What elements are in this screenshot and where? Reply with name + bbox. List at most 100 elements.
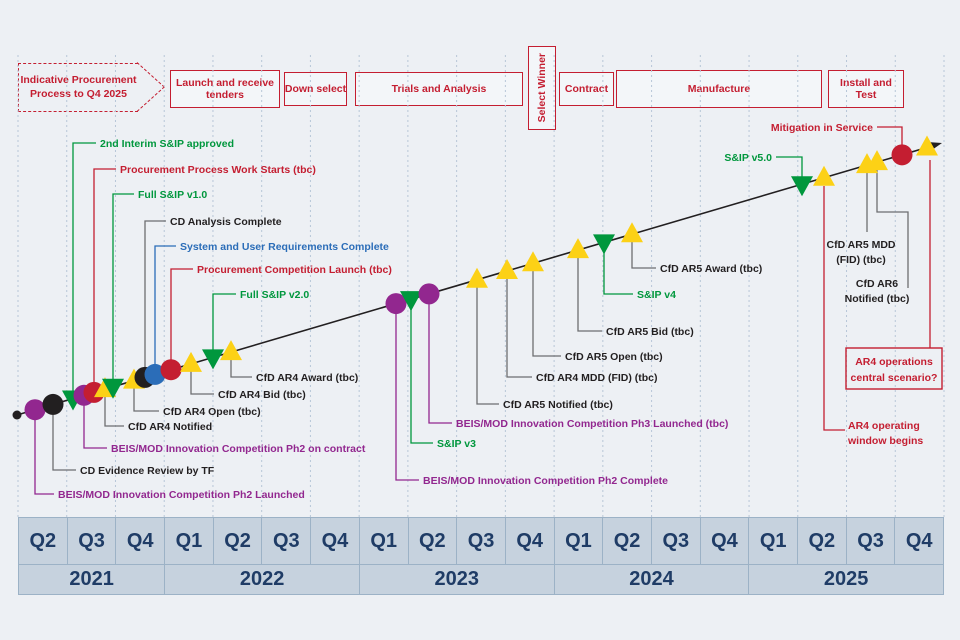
axis-quarter-cell: Q2 (798, 518, 847, 564)
milestone-label: BEIS/MOD Innovation Competition Ph3 Laun… (456, 418, 728, 430)
timeline-start-dot (12, 410, 22, 420)
axis-year-cell: 2024 (555, 565, 750, 594)
milestone-marker-circle (24, 399, 46, 421)
milestone-marker-triangle-up (813, 165, 835, 186)
milestone-label: AR4 operating window begins (847, 420, 923, 447)
axis-quarter-cell: Q3 (262, 518, 312, 564)
stage-trials-and-analysis: Trials and Analysis (355, 72, 523, 106)
milestone-label: CfD AR5 MDD (FID) (tbc) (826, 239, 895, 266)
axis-quarter-cell: Q1 (555, 518, 604, 564)
axis-year-row: 2021 2022 2023 2024 2025 (18, 564, 944, 595)
axis-quarter-cell: Q1 (165, 518, 214, 564)
milestone-marker-circle (418, 283, 440, 305)
milestone-marker-triangle-up (220, 340, 242, 361)
axis-quarter-cell: Q3 (457, 518, 506, 564)
milestone-connector (93, 168, 116, 393)
milestone-connector (631, 234, 656, 269)
milestone-label: CfD AR5 Notified (tbc) (503, 399, 613, 411)
milestone-connector (170, 268, 193, 370)
milestone-connector (144, 220, 166, 378)
milestone-label: System and User Requirements Complete (180, 241, 389, 253)
axis-quarter-cell: Q1 (360, 518, 409, 564)
milestone-connector (603, 242, 633, 295)
axis-year-cell: 2023 (360, 565, 555, 594)
milestone-label: Procurement Competition Launch (tbc) (197, 264, 392, 276)
milestone-marker-circle (160, 359, 182, 381)
axis-year-cell: 2021 (19, 565, 166, 594)
stage-install-and-test: Install and Test (828, 70, 904, 108)
axis-quarter-cell: Q3 (847, 518, 896, 564)
annotation-box (845, 347, 943, 390)
milestone-connector (428, 293, 452, 424)
axis-quarter-cell: Q4 (116, 518, 166, 564)
axis-quarter-cell: Q4 (905, 529, 933, 552)
milestone-label: CfD AR5 Open (tbc) (565, 351, 663, 363)
milestone-label: S&IP v3 (437, 438, 476, 450)
milestone-marker-triangle-up (916, 135, 938, 156)
milestone-marker-triangle-up (522, 251, 544, 272)
milestone-connector (154, 245, 176, 375)
milestone-label: Full S&IP v2.0 (240, 289, 309, 301)
milestone-label: Full S&IP v1.0 (138, 189, 207, 201)
milestone-label: CfD AR5 Award (tbc) (660, 263, 762, 275)
milestone-connector (230, 352, 252, 378)
axis-quarter-cell: Q4 (311, 518, 360, 564)
milestone-connector (190, 363, 214, 395)
milestone-marker-triangle-down (400, 291, 422, 312)
milestone-connector (476, 279, 499, 405)
axis-year-cell: 2025 (823, 568, 869, 590)
stage-label: Down select (284, 82, 347, 95)
milestone-connector (577, 250, 602, 332)
milestone-connector (506, 270, 532, 378)
milestone-connector (876, 168, 909, 288)
stage-down-select: Down select (284, 72, 347, 106)
milestone-marker-circle (385, 293, 407, 315)
milestone-connector (823, 186, 845, 431)
milestone-label: BEIS/MOD Innovation Competition Ph2 Comp… (423, 475, 668, 487)
milestone-label: 2nd Interim S&IP approved (100, 138, 234, 150)
time-axis: Q2 Q3 Q4 Q1 Q2 Q3 Q4 Q1 Q2 Q3 Q4 Q1 Q2 Q3 Q4 Q1 Q2 Q3 Q4 2… (18, 517, 944, 595)
milestone-marker-triangle-down (791, 176, 813, 197)
milestone-marker-triangle-up (621, 222, 643, 243)
axis-quarter-cell: Q2 (603, 518, 652, 564)
milestone-connector (776, 156, 803, 185)
milestone-label: S&IP v5.0 (724, 152, 772, 164)
axis-quarter-cell: Q3 (652, 518, 701, 564)
milestone-label: CfD AR5 Bid (tbc) (606, 326, 694, 338)
milestone-label: CD Analysis Complete (170, 216, 282, 228)
milestone-connector (34, 409, 54, 495)
axis-quarter-cell: Q2 (409, 518, 458, 564)
axis-quarter-cell: Q4 (506, 518, 555, 564)
stage-select-winner: Select Winner (528, 46, 556, 130)
milestone-marker-triangle-down (593, 234, 615, 255)
milestone-marker-triangle-up (866, 150, 888, 171)
stage-label: Trials and Analysis (391, 82, 487, 95)
milestone-label: CfD AR4 Open (tbc) (163, 406, 261, 418)
indicative-process-label: Indicative Procurement Process to Q4 202… (20, 73, 137, 100)
milestone-connector (83, 395, 107, 449)
axis-quarter-cell: Q4 (701, 518, 750, 564)
stage-label: Contract (564, 82, 609, 95)
milestone-marker-triangle-up (567, 238, 589, 259)
milestone-label: CfD AR4 MDD (FID) (tbc) (536, 372, 658, 384)
axis-quarter-cell: Q2 (19, 518, 68, 564)
milestone-label: CfD AR6 Notified (tbc) (845, 278, 910, 305)
stage-manufacture: Manufacture (616, 70, 822, 108)
milestone-label: CD Evidence Review by TF (80, 465, 215, 477)
milestone-label: AR4 operations central scenario? (851, 356, 938, 384)
milestone-marker-triangle-down (102, 378, 124, 399)
stage-contract: Contract (559, 72, 614, 106)
milestone-label: BEIS/MOD Innovation Competition Ph2 Laun… (58, 489, 305, 501)
milestone-connector (212, 293, 236, 358)
milestone-marker-triangle-down (202, 349, 224, 370)
milestone-connector (133, 380, 159, 412)
stage-label: Install and Test (840, 76, 892, 101)
milestone-connector (532, 263, 561, 357)
milestone-label: CfD AR4 Bid (tbc) (218, 389, 306, 401)
axis-quarter-cell: Q2 (214, 518, 263, 564)
milestone-label: Mitigation in Service (771, 122, 873, 134)
milestone-connector (112, 193, 134, 387)
indicative-process-arrow: Indicative Procurement Process to Q4 202… (18, 62, 165, 112)
